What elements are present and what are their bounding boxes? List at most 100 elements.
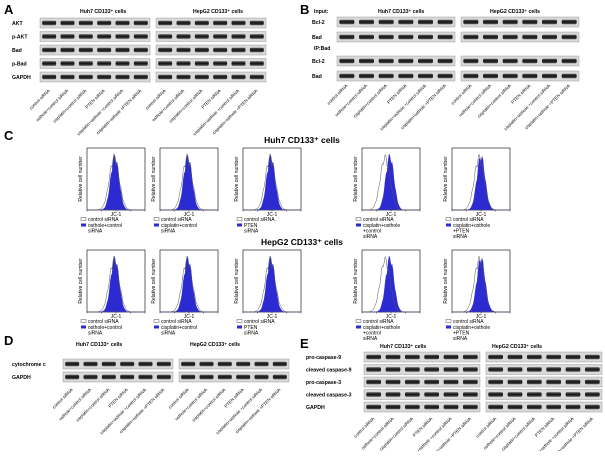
- b-input-band: [398, 19, 414, 25]
- a-band: [97, 47, 112, 53]
- b-ip-band: [378, 73, 394, 79]
- control-histogram: [243, 154, 301, 211]
- e-band: [584, 354, 600, 360]
- histogram-hepg2-1: JC-1 Relative cell number control siRNAost…: [78, 249, 146, 337]
- y-axis-label: Relative cell number: [151, 258, 157, 304]
- a-band: [60, 34, 75, 39]
- e-band: [404, 404, 420, 410]
- b-input-strip: [336, 16, 456, 28]
- legend-swatch-treatment: [237, 223, 242, 227]
- a-band: [158, 47, 173, 53]
- e-band: [366, 367, 382, 372]
- a-band: [42, 20, 57, 26]
- e-lane-label: cisplatin+control siRNA: [378, 416, 414, 451]
- a-strip: [39, 71, 151, 83]
- x-axis-label: JC-1: [111, 314, 122, 320]
- a-band: [115, 34, 130, 39]
- d-band: [120, 374, 135, 380]
- e-band: [424, 404, 440, 410]
- x-axis-label: JC-1: [111, 212, 122, 218]
- a-band: [231, 61, 246, 66]
- legend-treatment: cisplatin+osthole: [363, 223, 400, 229]
- a-strip: [155, 44, 267, 56]
- d-band: [120, 361, 135, 367]
- e-lane-label: cisplatin+control siRNA: [500, 416, 536, 451]
- b-ip-band: [502, 58, 518, 64]
- a-band: [97, 74, 112, 80]
- legend-swatch-control: [153, 217, 160, 221]
- e-row-label: pro-caspase-3: [306, 380, 341, 386]
- e-band: [488, 379, 504, 385]
- control-histogram: [87, 154, 145, 211]
- a-band: [194, 20, 209, 26]
- legend-treatment: PTEN: [244, 325, 258, 331]
- a-band: [78, 61, 93, 66]
- e-band: [507, 354, 523, 360]
- e-band: [385, 392, 401, 397]
- b-ip-band: [398, 58, 414, 64]
- a-band: [194, 34, 209, 39]
- control-histogram: [87, 256, 145, 313]
- e-band: [565, 404, 581, 410]
- b-ip-band: [398, 73, 414, 79]
- b-input-band: [339, 34, 355, 40]
- a-strip: [155, 17, 267, 29]
- b-ip-band: [542, 73, 557, 79]
- control-histogram: [160, 154, 218, 211]
- e-row-label: pro-caspase-9: [306, 355, 341, 361]
- b-lane-label: cisplatin+control siRNA: [476, 83, 512, 119]
- blot-a: AKT p-AKT Bad p-Bad GAPDH: [12, 17, 267, 83]
- a-lane-label: osthole+control siRNA: [35, 88, 69, 122]
- b-input-band: [418, 34, 433, 40]
- e-band: [488, 367, 504, 372]
- e-band: [462, 379, 478, 385]
- b-ip-band: [339, 73, 355, 79]
- y-axis-label: Relative cell number: [353, 156, 359, 202]
- d-band: [101, 361, 116, 367]
- e-band: [443, 392, 459, 397]
- a-row-label: GAPDH: [12, 75, 31, 81]
- a-band: [158, 74, 173, 80]
- histogram-hepg2-4: JC-1 Relative cell number control siRNAcis…: [353, 249, 421, 342]
- e-strip: [363, 351, 481, 363]
- x-axis-label: JC-1: [267, 212, 278, 218]
- e-band: [526, 379, 542, 385]
- legend-treatment: siRNA: [161, 229, 176, 235]
- x-axis-label: JC-1: [476, 212, 487, 218]
- b-ip-band: [339, 58, 355, 64]
- e-strip: [363, 401, 481, 413]
- legend-treatment: siRNA: [88, 331, 103, 337]
- e-band: [462, 392, 478, 397]
- legend-control: control siRNA: [244, 217, 275, 223]
- legend-control: control siRNA: [161, 319, 192, 325]
- d-strip: [178, 371, 290, 383]
- control-histogram: [160, 256, 218, 313]
- e-band: [385, 354, 401, 360]
- e-band: [488, 404, 504, 410]
- b-input-band: [483, 34, 498, 40]
- a-band: [158, 20, 173, 26]
- y-axis-label: Relative cell number: [234, 258, 240, 304]
- legend-swatch-control: [153, 319, 160, 323]
- e-row-label: GAPDH: [306, 405, 325, 411]
- e-band: [404, 367, 420, 372]
- legend-treatment: siRNA: [244, 229, 259, 235]
- e-strip: [485, 389, 603, 400]
- e-strip: [363, 389, 481, 400]
- control-histogram: [452, 154, 510, 211]
- a-band: [42, 47, 57, 53]
- b-input-strip: [460, 16, 580, 28]
- b-ip-strip: [460, 70, 580, 82]
- a-band: [42, 34, 57, 39]
- a-band: [115, 20, 130, 26]
- huh7-header-d: Huh7 CD133⁺ cells: [76, 342, 122, 348]
- panel-letter-e: E: [300, 336, 309, 351]
- blot-e: pro-caspase-9 cleaved caspase-9 pro-caspas…: [306, 351, 603, 413]
- a-band: [213, 20, 228, 26]
- histogram-huh7-4: JC-1 Relative cell number control siRNAcis…: [353, 147, 421, 240]
- a-lane-label: cisplatin+control siRNA: [52, 88, 88, 124]
- e-band: [546, 404, 562, 410]
- b-ip-band: [463, 73, 479, 79]
